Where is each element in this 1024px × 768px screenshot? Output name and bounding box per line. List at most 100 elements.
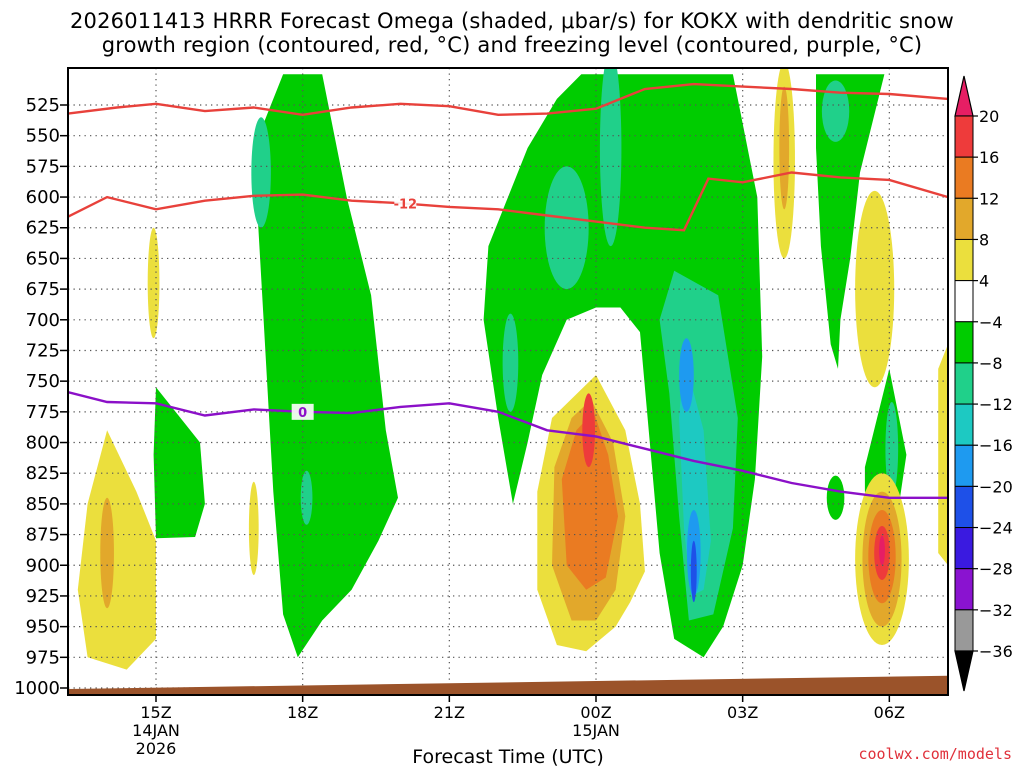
y-tick-label-925: 925 — [26, 586, 60, 607]
x-tick-label-18Z: 18Z — [287, 703, 318, 722]
colorbar-swatch-6 — [954, 362, 974, 405]
terrain-layer — [68, 675, 948, 695]
omega-region-ascent-central — [253, 74, 398, 658]
omega-region-descent-west-core — [100, 497, 114, 609]
omega-region-ascent-northeast — [816, 74, 885, 369]
omega-region-descent-main-peak — [582, 393, 596, 468]
colorbar-label-3: 8 — [979, 230, 989, 249]
x-axis-label: Forecast Time (UTC) — [412, 746, 603, 768]
omega-region-ascent-east-core — [885, 402, 899, 496]
colorbar-swatch-5 — [954, 321, 974, 364]
colorbar-label-4: 4 — [979, 272, 989, 291]
y-tick-label-975: 975 — [26, 647, 60, 668]
colorbar-label-13: −36 — [979, 642, 1013, 661]
omega-region-ascent-central-core — [251, 117, 271, 228]
chart-title-line-1: 2026011413 HRRR Forecast Omega (shaded, … — [69, 9, 955, 33]
colorbar-label-2: 12 — [979, 189, 999, 208]
colorbar-label-0: 20 — [979, 107, 999, 126]
y-axis: 525 550 575 600 625 650 675 700 725 750 775 800 825 8… — [14, 95, 68, 699]
colorbar-label-6: −8 — [979, 354, 1003, 373]
omega-region-descent-upper-core — [779, 86, 790, 210]
omega-region-ascent-main-upper-core — [544, 166, 589, 290]
colorbar-top-arrow — [954, 75, 974, 117]
y-tick-label-725: 725 — [26, 340, 60, 361]
y-tick-label-875: 875 — [26, 525, 60, 546]
colorbar-swatch-11 — [954, 568, 974, 611]
y-tick-label-900: 900 — [26, 555, 60, 576]
omega-region-descent-west — [77, 430, 156, 670]
y-tick-label-800: 800 — [26, 433, 60, 454]
omega-region-ascent-main-mid-peak — [679, 338, 694, 412]
y-tick-label-825: 825 — [26, 463, 60, 484]
y-tick-label-750: 750 — [26, 371, 60, 392]
x-tick-label-06Z: 06Z — [874, 703, 905, 722]
colorbar-swatch-3 — [954, 238, 974, 282]
x-tick-label-03Z: 03Z — [727, 703, 758, 722]
colorbar-label-7: −12 — [979, 395, 1013, 414]
contour-line-1 — [68, 171, 948, 232]
colorbar-swatch-0 — [954, 115, 974, 158]
omega-region-ascent-lowlevel-core — [300, 470, 313, 525]
contour-label-2: 0 — [298, 406, 307, 421]
colorbar-swatch-7 — [954, 403, 974, 446]
y-tick-label-575: 575 — [26, 156, 60, 177]
omega-region-descent-edge — [938, 344, 948, 566]
y-tick-label-525: 525 — [26, 95, 60, 116]
colorbar-swatch-12 — [954, 609, 974, 652]
omega-region-descent-upper-east — [855, 190, 895, 388]
colorbar-swatch-4 — [954, 280, 974, 323]
omega-region-ascent-northeast-core — [821, 80, 850, 142]
colorbar-label-9: −20 — [979, 477, 1013, 496]
y-tick-label-950: 950 — [26, 617, 60, 638]
colorbar-swatch-10 — [954, 527, 974, 570]
chart-title-line-2: growth region (contoured, red, °C) and f… — [101, 33, 923, 57]
x-tick-date-00Z: 15JAN — [572, 721, 620, 740]
omega-region-ascent-main-top-core — [599, 68, 622, 247]
colorbar-swatch-9 — [954, 485, 974, 529]
x-tick-label-21Z: 21Z — [434, 703, 465, 722]
terrain-ground — [68, 675, 948, 695]
temperature-contours: -12 0 — [68, 82, 948, 499]
colorbar-bottom-arrow — [954, 650, 974, 692]
omega-region-ascent-main-mid-core — [502, 313, 519, 412]
colorbar-label-10: −24 — [979, 519, 1013, 538]
omega-region-descent-main-12 — [561, 411, 618, 590]
y-tick-label-675: 675 — [26, 279, 60, 300]
x-tick-label-15Z: 15Z — [140, 703, 171, 722]
contour-label-bg-1 — [394, 195, 417, 212]
omega-shading — [77, 68, 948, 670]
x-tick-year-15Z: 2026 — [136, 739, 177, 758]
omega-region-ascent-main-peak — [690, 540, 697, 603]
colorbar-legend: 20 16 12 8 4 −4 −8 −12 −16 −20 −24 −28 −32 −36 — [954, 75, 1013, 692]
omega-region-ascent-main-strong-core — [679, 356, 711, 596]
omega-region-descent-west-upper — [147, 227, 160, 339]
colorbar-label-1: 16 — [979, 148, 999, 167]
omega-region-ascent-east-fragment — [826, 475, 845, 520]
contour-line-0 — [68, 82, 948, 117]
contour-label-bg-2 — [291, 403, 314, 420]
colorbar-swatch-2 — [954, 197, 974, 240]
y-tick-label-700: 700 — [26, 310, 60, 331]
y-tick-label-550: 550 — [26, 126, 60, 147]
colorbar-label-8: −16 — [979, 436, 1013, 455]
y-tick-label-625: 625 — [26, 218, 60, 239]
x-tick-label-00Z: 00Z — [580, 703, 611, 722]
colorbar-label-12: −32 — [979, 601, 1013, 620]
contour-label-1: -12 — [394, 198, 418, 213]
x-tick-date-15Z: 14JAN — [132, 721, 180, 740]
y-tick-label-850: 850 — [26, 494, 60, 515]
colorbar-swatch-8 — [954, 444, 974, 487]
omega-region-descent-east-peak — [879, 535, 885, 566]
y-tick-label-775: 775 — [26, 402, 60, 423]
colorbar-label-5: −4 — [979, 313, 1003, 332]
colorbar-label-11: −28 — [979, 560, 1013, 579]
source-credit: coolwx.com/models — [858, 745, 1012, 763]
omega-region-descent-central-low — [248, 481, 259, 576]
contour-line-2 — [68, 391, 948, 499]
y-tick-label-650: 650 — [26, 248, 60, 269]
colorbar-swatch-1 — [954, 156, 974, 199]
omega-region-ascent-west — [153, 387, 205, 539]
y-tick-label-600: 600 — [26, 187, 60, 208]
